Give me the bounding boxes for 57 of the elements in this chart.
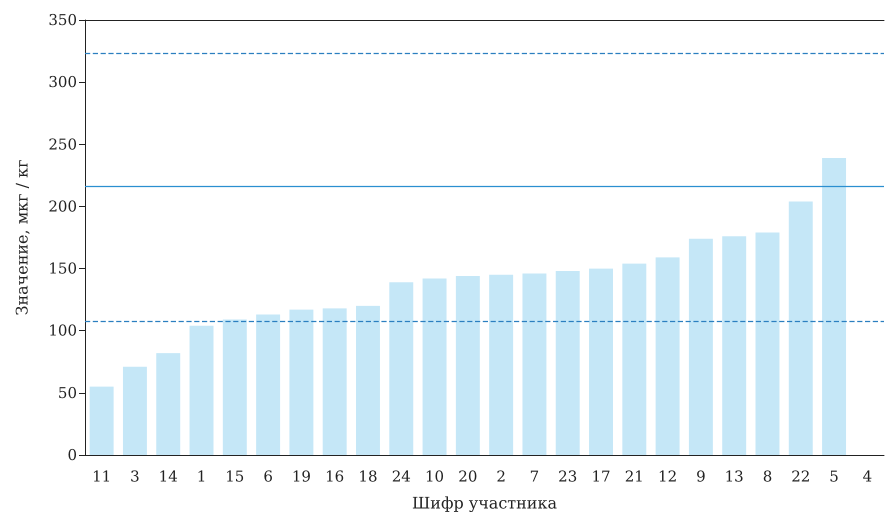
y-tick-label: 0 (67, 446, 77, 464)
x-tick-label: 18 (358, 468, 378, 486)
bar (456, 276, 480, 455)
x-tick-label: 24 (392, 468, 411, 486)
bar (822, 158, 846, 455)
x-tick-label: 11 (92, 468, 112, 486)
x-tick-label: 12 (658, 468, 678, 486)
y-axis-title: Значение, мкг / кг (12, 160, 32, 316)
x-axis-title: Шифр участника (412, 494, 558, 512)
x-tick-label: 8 (762, 468, 772, 486)
x-tick-label: 15 (225, 468, 244, 486)
bar (256, 314, 280, 455)
bar (422, 278, 447, 455)
y-tick-label: 150 (48, 260, 77, 278)
bar (222, 320, 247, 455)
x-tick-label: 7 (530, 468, 540, 486)
bar (156, 353, 180, 455)
bar (356, 306, 380, 455)
x-tick-label: 22 (791, 468, 810, 486)
bar (122, 366, 147, 455)
x-tick-label: 2 (496, 468, 506, 486)
x-tick-label: 23 (558, 468, 578, 486)
x-tick-label: 14 (158, 468, 178, 486)
x-tick-label: 13 (724, 468, 744, 486)
y-tick-label: 200 (48, 197, 77, 216)
x-tick-label: 3 (130, 468, 140, 486)
y-tick-label: 50 (58, 384, 77, 402)
bar (688, 238, 713, 455)
x-tick-label: 1 (196, 468, 206, 486)
bar (289, 310, 314, 455)
x-tick-label: 21 (624, 468, 644, 486)
bar (556, 271, 580, 455)
y-tick-label: 300 (48, 73, 77, 92)
bar (522, 274, 546, 455)
x-tick-label: 17 (591, 468, 611, 486)
x-tick-label: 5 (829, 468, 839, 486)
x-tick-label: 4 (862, 468, 872, 486)
y-tick-label: 100 (48, 322, 77, 340)
x-tick-label: 10 (425, 468, 444, 486)
bar (788, 201, 813, 455)
y-tick-label: 350 (48, 11, 77, 29)
bar (90, 386, 114, 455)
bar (190, 326, 214, 455)
x-tick-label: 16 (325, 468, 344, 486)
bar (589, 268, 614, 455)
x-tick-label: 6 (263, 468, 273, 486)
bar (389, 282, 414, 455)
bar (322, 308, 347, 455)
bar (622, 264, 646, 455)
x-tick-label: 19 (292, 468, 311, 486)
y-tick-label: 250 (48, 135, 77, 154)
x-tick-label: 9 (696, 468, 706, 486)
bar (755, 232, 780, 455)
x-tick-label: 20 (458, 468, 478, 486)
bar (722, 236, 746, 455)
bar (656, 257, 680, 455)
bar (489, 274, 514, 455)
